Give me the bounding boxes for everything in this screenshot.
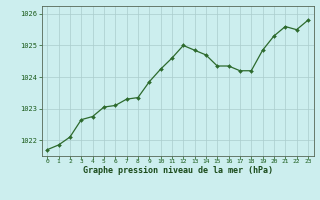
X-axis label: Graphe pression niveau de la mer (hPa): Graphe pression niveau de la mer (hPa) [83, 166, 273, 175]
